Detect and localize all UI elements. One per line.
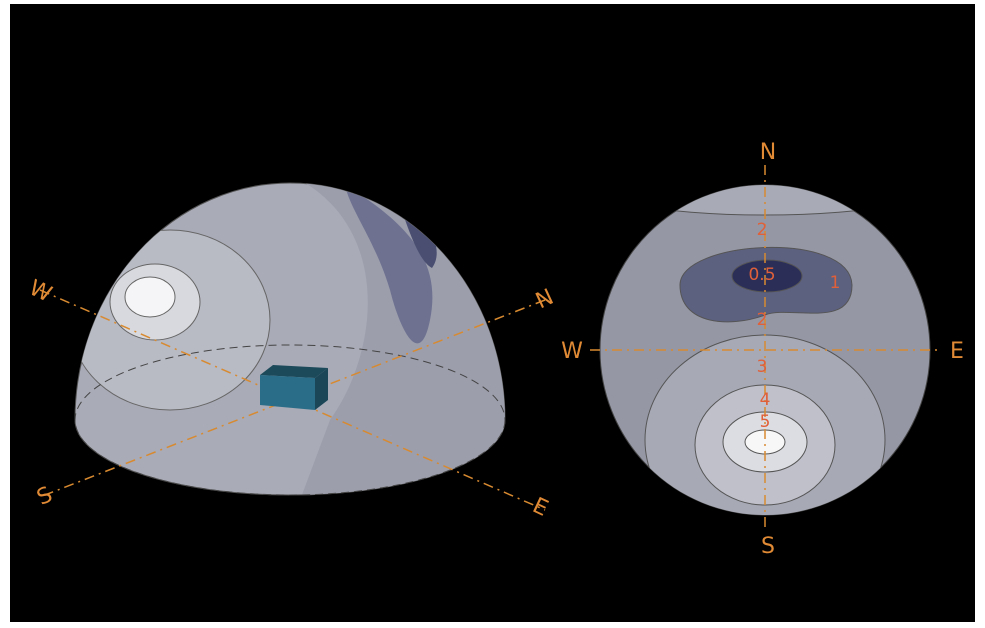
direction-label: E: [950, 339, 964, 364]
direction-label: S: [761, 534, 775, 559]
contour-band: [345, 185, 433, 344]
building-front: [260, 375, 315, 410]
building-top: [260, 365, 328, 378]
contour-label: 1: [830, 273, 841, 293]
contour-label: 3: [757, 357, 768, 377]
contour-label: 2: [757, 310, 768, 330]
direction-label: N: [760, 140, 776, 165]
contour-label: 0.5: [748, 265, 775, 285]
contour-label: 5: [760, 412, 771, 432]
contour-band: [731, 259, 803, 293]
direction-label: W: [561, 339, 583, 364]
building-side: [315, 368, 328, 410]
contour-label: 4: [760, 390, 771, 410]
contour-band: [124, 276, 176, 318]
axis-we: [39, 289, 546, 511]
horizon: [74, 344, 506, 496]
contour-label: 2: [757, 220, 768, 240]
